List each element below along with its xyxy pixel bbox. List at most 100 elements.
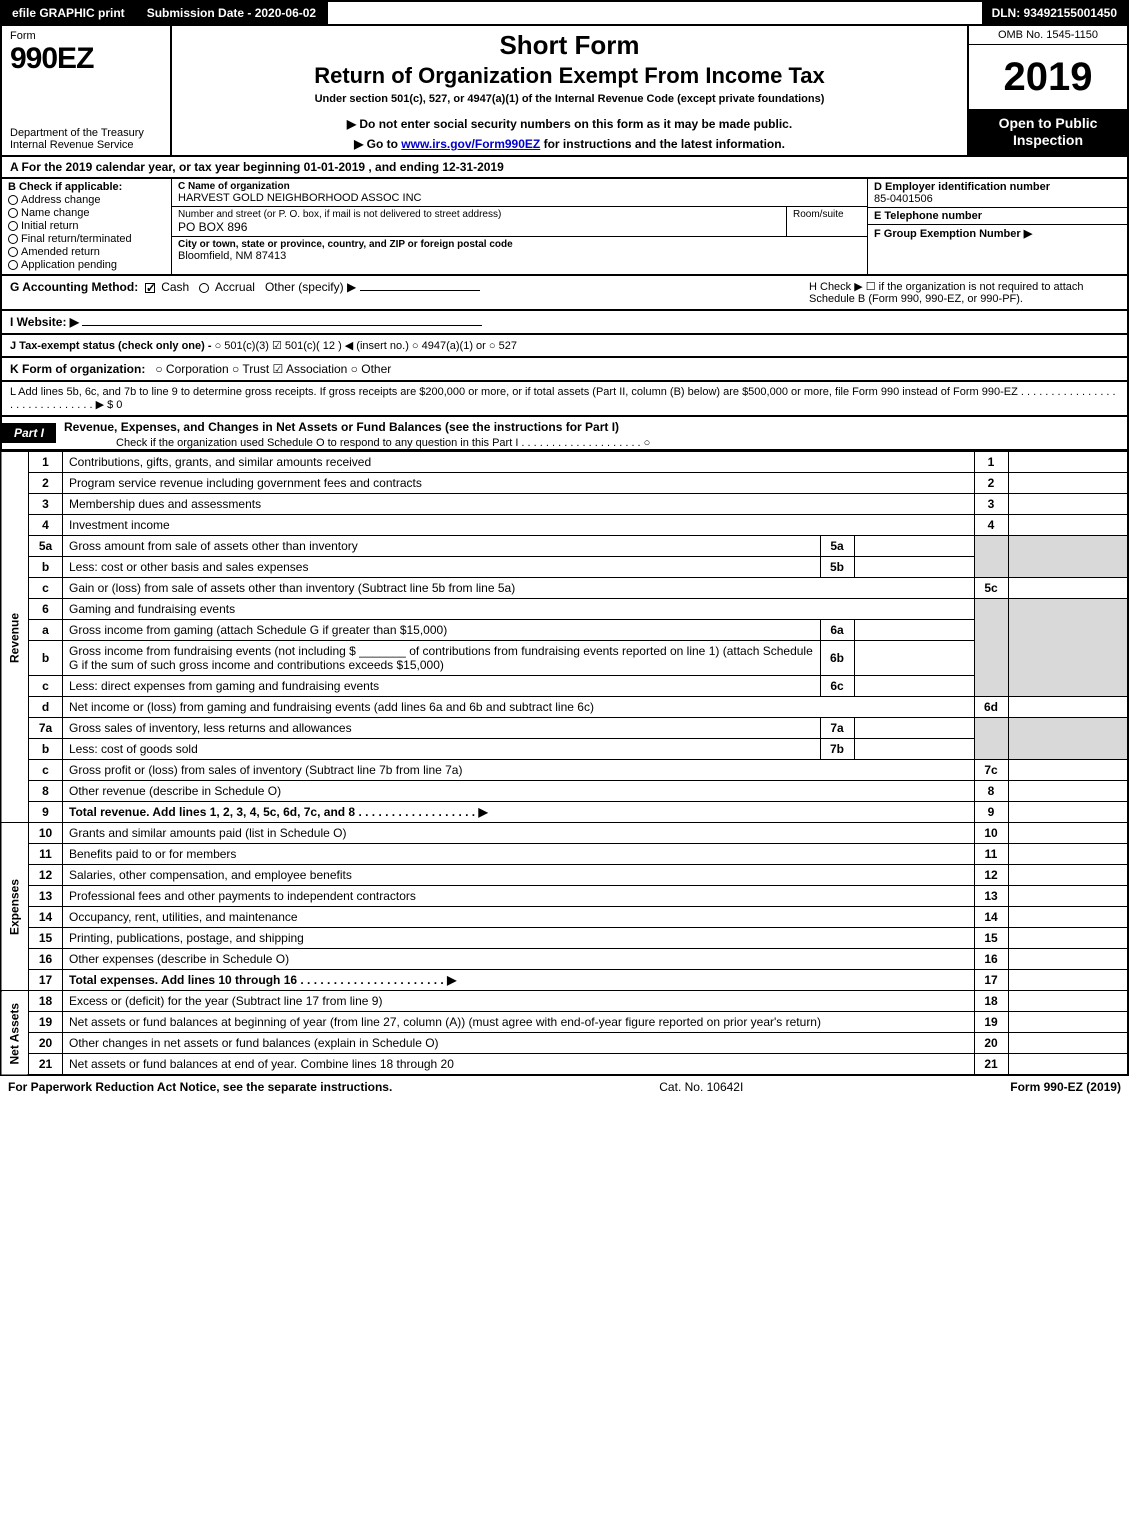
line-21-val[interactable] xyxy=(1008,1054,1128,1076)
line-6b-num: b xyxy=(29,641,63,676)
section-g-h: G Accounting Method: Cash Accrual Other … xyxy=(0,276,1129,311)
line-6-grey xyxy=(974,599,1008,697)
line-15-val[interactable] xyxy=(1008,928,1128,949)
chk-cash[interactable] xyxy=(145,283,155,293)
line-5ab-grey xyxy=(974,536,1008,578)
line-18-num: 18 xyxy=(29,991,63,1012)
submission-date: Submission Date - 2020-06-02 xyxy=(137,2,328,24)
revenue-vertical-label: Revenue xyxy=(1,452,29,823)
line-6b-sval[interactable] xyxy=(854,641,974,676)
addr-label: Number and street (or P. O. box, if mail… xyxy=(178,209,780,220)
lines-table: Revenue 1 Contributions, gifts, grants, … xyxy=(0,451,1129,1076)
line-3-rnum: 3 xyxy=(974,494,1008,515)
form-header-right: OMB No. 1545-1150 2019 Open to Public In… xyxy=(967,26,1127,155)
line-5c-val[interactable] xyxy=(1008,578,1128,599)
header-note2: ▶ Go to www.irs.gov/Form990EZ for instru… xyxy=(182,137,957,151)
website-input[interactable] xyxy=(82,325,482,326)
line-18-val[interactable] xyxy=(1008,991,1128,1012)
line-3-val[interactable] xyxy=(1008,494,1128,515)
header-subtitle: Under section 501(c), 527, or 4947(a)(1)… xyxy=(182,93,957,105)
line-7c-rnum: 7c xyxy=(974,760,1008,781)
line-18-desc: Excess or (deficit) for the year (Subtra… xyxy=(63,991,975,1012)
other-specify-input[interactable] xyxy=(360,290,480,291)
sections-d-e-f: D Employer identification number 85-0401… xyxy=(867,179,1127,274)
line-5a-desc: Gross amount from sale of assets other t… xyxy=(63,536,821,557)
part-i-sub: Check if the organization used Schedule … xyxy=(56,437,1127,449)
chk-name-change[interactable] xyxy=(8,208,18,218)
line-6d-num: d xyxy=(29,697,63,718)
line-6a-sval[interactable] xyxy=(854,620,974,641)
line-6b-desc: Gross income from fundraising events (no… xyxy=(63,641,821,676)
line-1-desc: Contributions, gifts, grants, and simila… xyxy=(63,452,975,473)
line-2-rnum: 2 xyxy=(974,473,1008,494)
line-14-rnum: 14 xyxy=(974,907,1008,928)
line-21-desc: Net assets or fund balances at end of ye… xyxy=(63,1054,975,1076)
line-13-val[interactable] xyxy=(1008,886,1128,907)
chk-accrual[interactable] xyxy=(199,283,209,293)
room-suite-label: Room/suite xyxy=(787,207,867,236)
line-6a-desc: Gross income from gaming (attach Schedul… xyxy=(63,620,821,641)
footer-left: For Paperwork Reduction Act Notice, see … xyxy=(8,1080,392,1094)
line-8-num: 8 xyxy=(29,781,63,802)
part-i-label: Part I xyxy=(2,423,56,443)
line-20-num: 20 xyxy=(29,1033,63,1054)
line-20-val[interactable] xyxy=(1008,1033,1128,1054)
line-6c-num: c xyxy=(29,676,63,697)
city-label: City or town, state or province, country… xyxy=(178,239,861,250)
note2-pre: ▶ Go to xyxy=(354,137,401,151)
line-9-val[interactable] xyxy=(1008,802,1128,823)
line-11-val[interactable] xyxy=(1008,844,1128,865)
line-11-desc: Benefits paid to or for members xyxy=(63,844,975,865)
chk-initial-return[interactable] xyxy=(8,221,18,231)
line-20-rnum: 20 xyxy=(974,1033,1008,1054)
line-7a-sval[interactable] xyxy=(854,718,974,739)
line-5b-sval[interactable] xyxy=(854,557,974,578)
line-20-desc: Other changes in net assets or fund bala… xyxy=(63,1033,975,1054)
line-2-desc: Program service revenue including govern… xyxy=(63,473,975,494)
page-footer: For Paperwork Reduction Act Notice, see … xyxy=(0,1076,1129,1098)
line-5a-sval[interactable] xyxy=(854,536,974,557)
line-17-val[interactable] xyxy=(1008,970,1128,991)
line-5b-num: b xyxy=(29,557,63,578)
line-9-num: 9 xyxy=(29,802,63,823)
section-j: J Tax-exempt status (check only one) - ○… xyxy=(0,335,1129,358)
line-17-rnum: 17 xyxy=(974,970,1008,991)
chk-address-change[interactable] xyxy=(8,195,18,205)
website-label: I Website: ▶ xyxy=(10,315,79,329)
line-2-val[interactable] xyxy=(1008,473,1128,494)
line-6d-val[interactable] xyxy=(1008,697,1128,718)
line-21-num: 21 xyxy=(29,1054,63,1076)
lbl-application-pending: Application pending xyxy=(21,259,117,271)
line-5c-num: c xyxy=(29,578,63,599)
line-13-num: 13 xyxy=(29,886,63,907)
line-14-val[interactable] xyxy=(1008,907,1128,928)
line-7b-desc: Less: cost of goods sold xyxy=(63,739,821,760)
line-19-val[interactable] xyxy=(1008,1012,1128,1033)
line-7c-num: c xyxy=(29,760,63,781)
line-2-num: 2 xyxy=(29,473,63,494)
j-label: J Tax-exempt status (check only one) - xyxy=(10,340,215,352)
line-12-val[interactable] xyxy=(1008,865,1128,886)
line-4-val[interactable] xyxy=(1008,515,1128,536)
line-10-val[interactable] xyxy=(1008,823,1128,844)
line-7c-val[interactable] xyxy=(1008,760,1128,781)
line-19-rnum: 19 xyxy=(974,1012,1008,1033)
header-note1: ▶ Do not enter social security numbers o… xyxy=(182,117,957,131)
line-6d-desc: Net income or (loss) from gaming and fun… xyxy=(63,697,975,718)
line-6a-snum: 6a xyxy=(820,620,854,641)
dept-irs: Internal Revenue Service xyxy=(10,139,162,151)
line-1-val[interactable] xyxy=(1008,452,1128,473)
omb-number: OMB No. 1545-1150 xyxy=(969,26,1127,45)
line-6c-sval[interactable] xyxy=(854,676,974,697)
part-i-header: Part I Revenue, Expenses, and Changes in… xyxy=(0,417,1129,451)
chk-application-pending[interactable] xyxy=(8,260,18,270)
lbl-accrual: Accrual xyxy=(215,280,255,294)
irs-link[interactable]: www.irs.gov/Form990EZ xyxy=(401,137,540,151)
chk-final-return[interactable] xyxy=(8,234,18,244)
line-7b-sval[interactable] xyxy=(854,739,974,760)
line-8-val[interactable] xyxy=(1008,781,1128,802)
efile-print-button[interactable]: efile GRAPHIC print xyxy=(2,2,137,24)
line-7ab-grey xyxy=(974,718,1008,760)
line-16-val[interactable] xyxy=(1008,949,1128,970)
chk-amended-return[interactable] xyxy=(8,247,18,257)
